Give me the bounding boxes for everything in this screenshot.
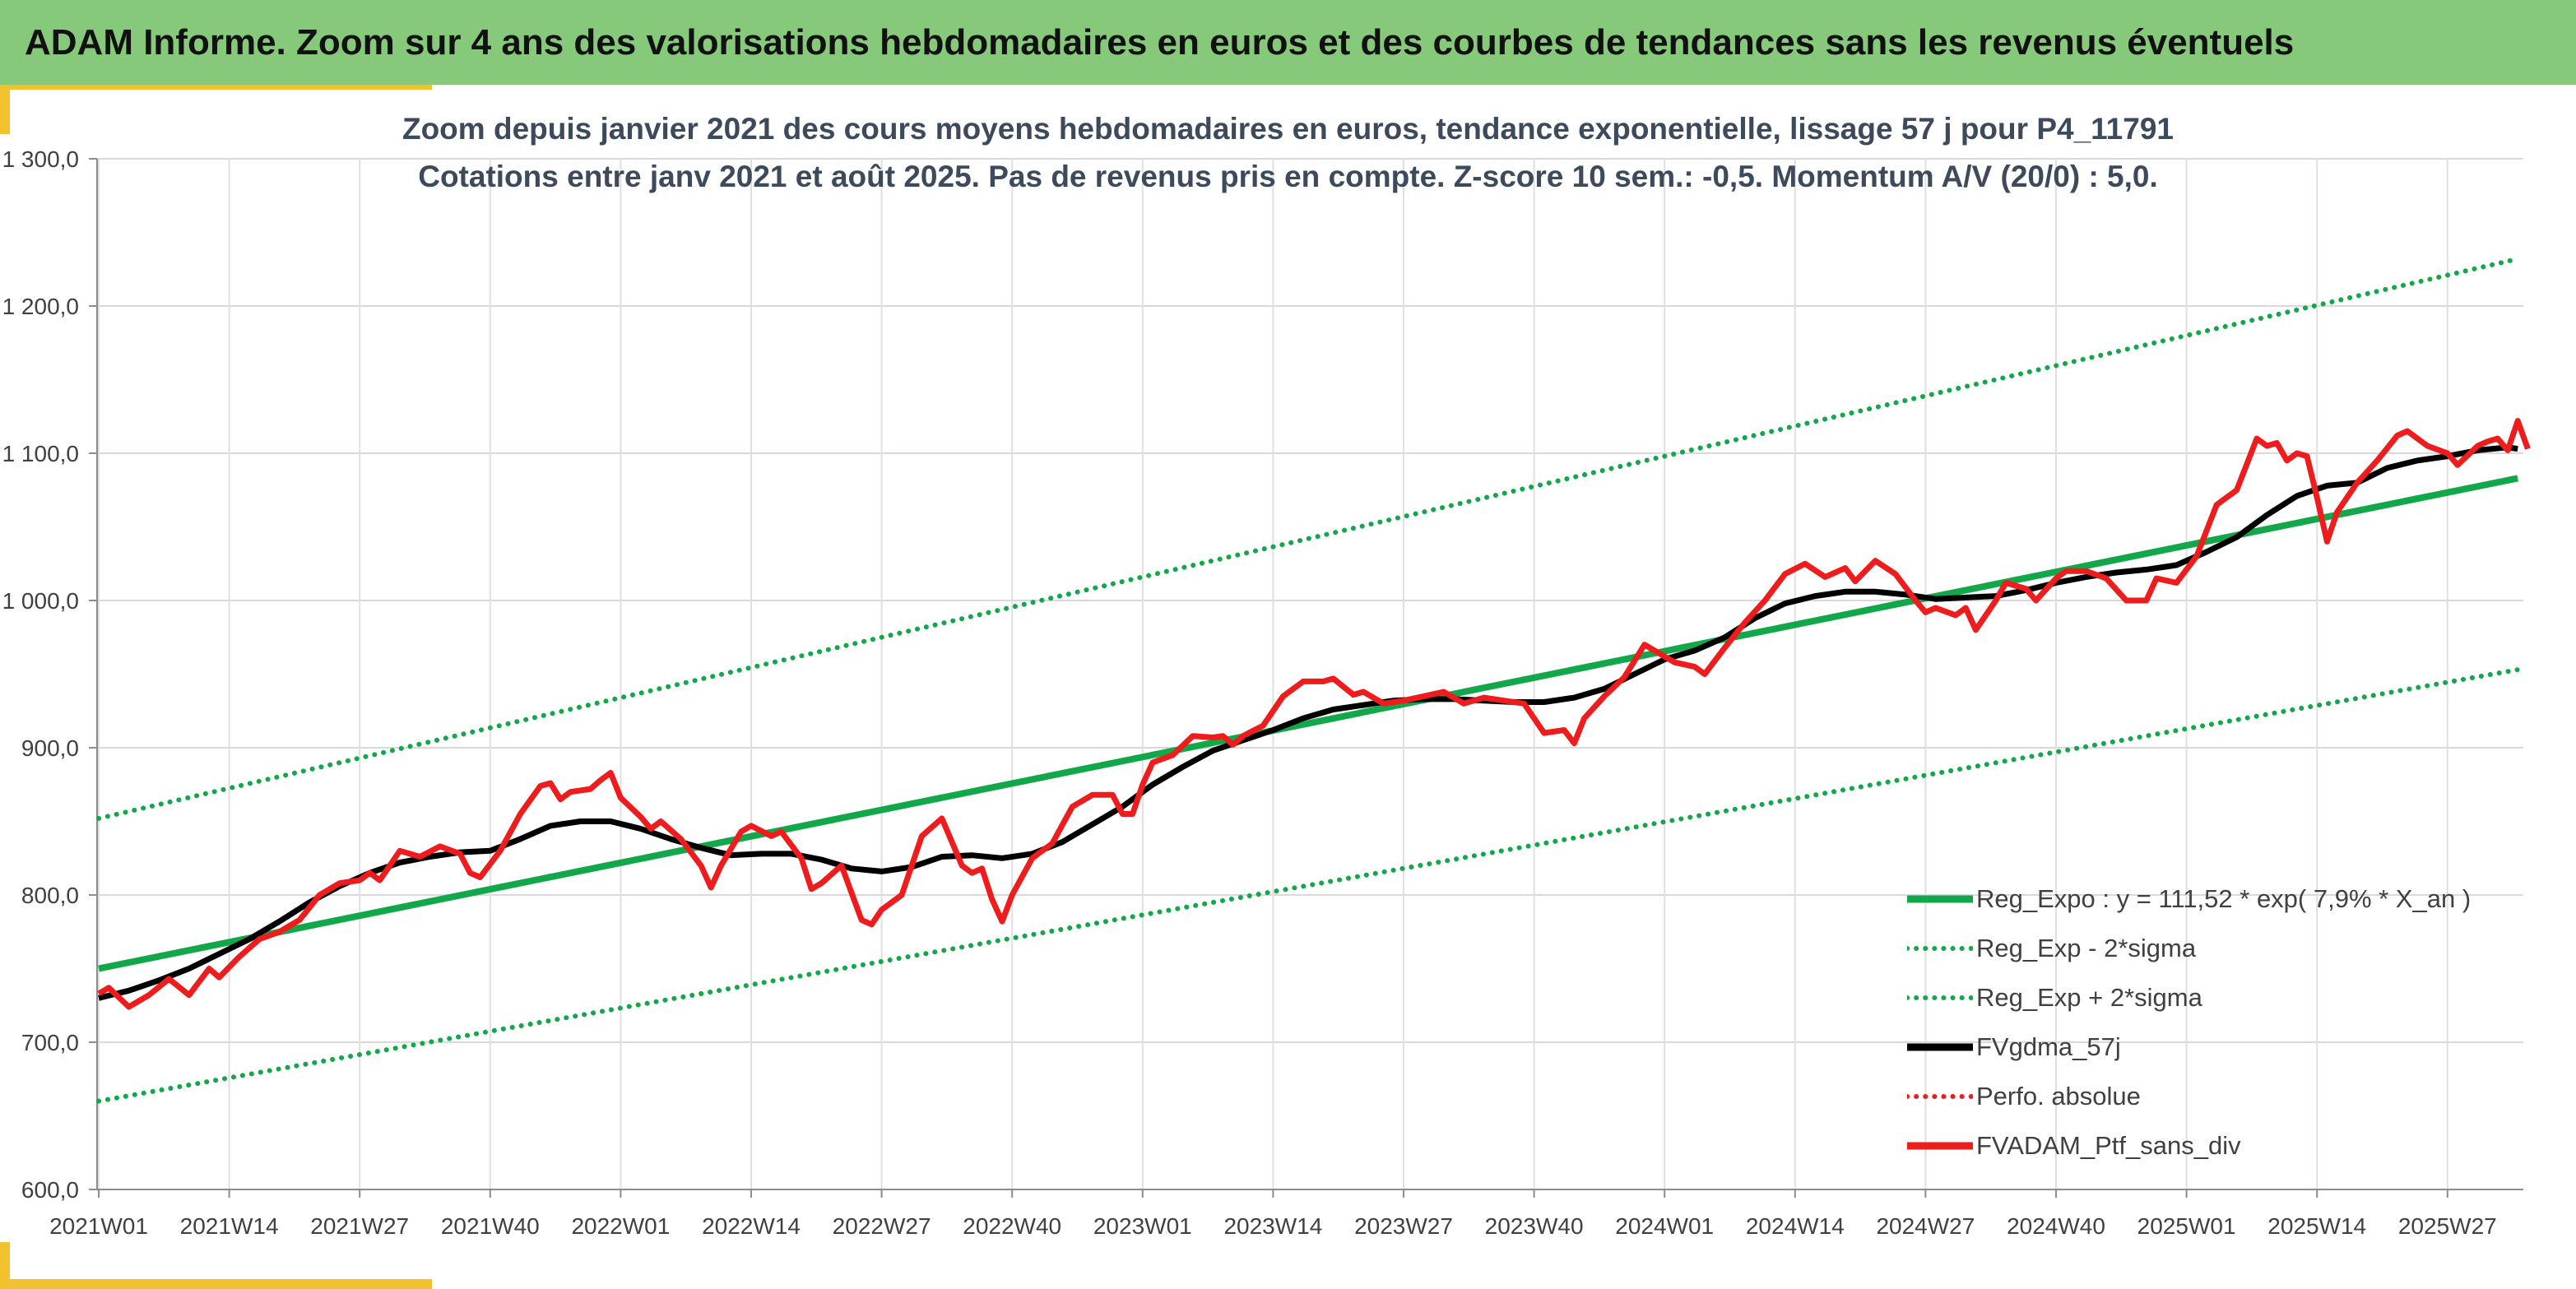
legend-label-reg-exp-plus: Reg_Exp + 2*sigma — [1976, 983, 2202, 1012]
legend-swatch-reg-exp-minus — [1907, 946, 1973, 951]
y-tick-label: 1 100,0 — [2, 441, 79, 466]
series-line-fvadam-ptf-sans-div — [97, 418, 2531, 1010]
series-line-reg-exp-minus — [96, 667, 2521, 1104]
x-tick-label: 2023W27 — [1354, 1213, 1453, 1239]
x-tick-label: 2023W14 — [1223, 1213, 1322, 1239]
x-tick-label: 2024W14 — [1746, 1213, 1845, 1239]
x-tick-label: 2022W40 — [963, 1213, 1061, 1239]
y-tick-label: 1 200,0 — [2, 294, 79, 319]
x-tick-label: 2025W01 — [2137, 1213, 2236, 1239]
legend-label-perfo-absolue: Perfo. absolue — [1976, 1082, 2141, 1110]
series-line-reg-expo — [98, 475, 2518, 972]
x-tick-label: 2022W01 — [571, 1213, 670, 1239]
chart-title: Zoom depuis janvier 2021 des cours moyen… — [401, 112, 2174, 146]
legend-swatch-fvadam — [1907, 1142, 1973, 1150]
legend-label-reg-expo: Reg_Expo : y = 111,52 * exp( 7,9% * X_an… — [1976, 884, 2472, 913]
y-tick-label: 1 300,0 — [2, 146, 79, 172]
legend-swatch-reg-exp-plus — [1907, 995, 1973, 1000]
legend-label-reg-exp-minus: Reg_Exp - 2*sigma — [1976, 934, 2197, 962]
y-tick-label: 900,0 — [21, 735, 79, 761]
legend-item-fvadam: FVADAM_Ptf_sans_div — [1907, 1125, 2241, 1166]
legend-swatch-reg-expo — [1907, 895, 1973, 903]
y-tick-label: 800,0 — [21, 883, 79, 908]
x-tick-label: 2023W40 — [1485, 1213, 1584, 1239]
legend-item-fvgdma: FVgdma_57j — [1907, 1027, 2121, 1068]
x-tick-label: 2021W14 — [180, 1213, 279, 1239]
chart-subtitle: Cotations entre janv 2021 et août 2025. … — [418, 160, 2158, 193]
legend-item-reg-expo: Reg_Expo : y = 111,52 * exp( 7,9% * X_an… — [1907, 879, 2471, 920]
x-tick-label: 2021W40 — [441, 1213, 540, 1239]
legend-item-perfo-absolue: Perfo. absolue — [1907, 1076, 2141, 1117]
x-tick-label: 2024W01 — [1615, 1213, 1714, 1239]
accent-bar-bottom — [0, 1279, 432, 1289]
y-tick-label: 1 000,0 — [2, 588, 79, 614]
legend-item-reg-exp-minus: Reg_Exp - 2*sigma — [1907, 928, 2196, 969]
legend-swatch-fvgdma — [1907, 1043, 1973, 1051]
x-tick-label: 2024W27 — [1876, 1213, 1975, 1239]
series-layer — [96, 256, 2531, 1104]
y-tick-label: 600,0 — [21, 1177, 79, 1203]
x-tick-label: 2021W01 — [49, 1213, 148, 1239]
legend-label-fvadam: FVADAM_Ptf_sans_div — [1976, 1131, 2241, 1160]
x-tick-label: 2023W01 — [1093, 1213, 1192, 1239]
accent-bar-left-bottom — [0, 1242, 10, 1289]
x-tick-label: 2022W14 — [702, 1213, 801, 1239]
accent-bar-top — [0, 85, 432, 90]
legend-item-reg-exp-plus: Reg_Exp + 2*sigma — [1907, 977, 2202, 1018]
x-tick-label: 2021W27 — [310, 1213, 409, 1239]
axis-layer: 600,0 700,0 800,0 900,0 1 000,0 1 100,0 1 200,… — [2, 146, 2523, 1239]
page-title: ADAM Informe. Zoom sur 4 ans des valoris… — [25, 21, 2295, 63]
legend-swatch-perfo-absolue — [1907, 1094, 1973, 1099]
header-banner: ADAM Informe. Zoom sur 4 ans des valoris… — [0, 0, 2576, 85]
x-tick-label: 2025W27 — [2398, 1213, 2497, 1239]
accent-bar-left-top — [0, 85, 10, 134]
grid-layer — [97, 158, 2523, 1190]
legend-label-fvgdma: FVgdma_57j — [1976, 1032, 2121, 1061]
x-tick-label: 2024W40 — [2007, 1213, 2105, 1239]
x-tick-label: 2025W14 — [2267, 1213, 2366, 1239]
y-tick-label: 700,0 — [21, 1030, 79, 1055]
series-line-reg-exp-plus — [96, 256, 2521, 821]
x-tick-label: 2022W27 — [833, 1213, 931, 1239]
